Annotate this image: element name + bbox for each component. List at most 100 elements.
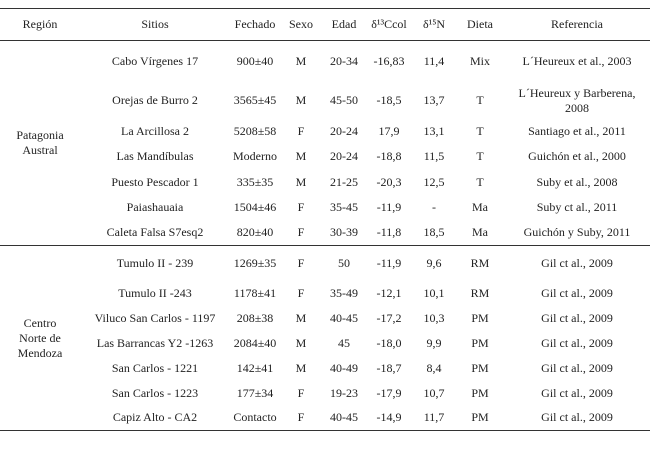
table-cell: -14,9 xyxy=(376,410,402,425)
table-row: Centro Norte de Mendoza Tumulo II - 239 12… xyxy=(0,246,650,360)
table-cell: 1504±46 xyxy=(233,200,277,214)
table-cell: - xyxy=(432,200,436,214)
table-cell: -11,9 xyxy=(376,255,402,270)
table-cell: Gil ct al., 2009 xyxy=(541,410,613,425)
table-cell: F xyxy=(297,255,305,270)
table-row: Las Mandíbulas Moderno M 20-24 -18,8 11,5 T Gui… xyxy=(0,144,650,170)
table-cell: Cabo Vírgenes 17 xyxy=(111,54,199,69)
table-cell: -11,8 xyxy=(376,224,402,239)
table-cell: Santiago et al., 2011 xyxy=(528,123,626,138)
table-cell: Viluco San Carlos - 1197 xyxy=(94,310,216,325)
table-row: Paiashauaia 1504±46 F 35-45 -11,9 - Ma Suby ct … xyxy=(0,196,650,220)
table-row: Caleta Falsa S7esq2 820±40 F 30-39 -11,8 18,5… xyxy=(0,220,650,246)
table-cell: 20-24 xyxy=(330,149,358,163)
table-cell: 35-45 xyxy=(330,200,358,214)
table-cell: Suby ct al., 2011 xyxy=(536,200,618,214)
table-cell: 11,7 xyxy=(423,410,445,425)
table-cell: 40-49 xyxy=(330,360,358,375)
table-cell: Capiz Alto - CA2 xyxy=(112,410,198,425)
table-cell: M xyxy=(295,149,307,163)
table-cell: San Carlos - 1223 xyxy=(111,385,199,400)
table-cell: 13,1 xyxy=(423,123,445,138)
table-cell: 335±35 xyxy=(236,175,274,189)
table-cell: Ma xyxy=(472,224,488,239)
table-cell: T xyxy=(476,93,484,107)
page: {"table": { "headers": ["Región", "Sitio… xyxy=(0,8,650,450)
table-cell: -17,9 xyxy=(376,385,402,400)
table-cell: 20-34 xyxy=(330,54,358,69)
table-cell: 13,7 xyxy=(423,93,445,107)
row-group: Patagonia Austral Cabo Vírgenes 17 900±40 M… xyxy=(0,41,650,246)
column-header: Fechado xyxy=(234,17,276,31)
table-cell: PM xyxy=(471,385,489,400)
table-cell: -18,8 xyxy=(376,149,402,163)
column-header: Sexo xyxy=(289,17,313,31)
table-cell: 8,4 xyxy=(426,360,442,375)
data-table: Región Sitios Fechado Sexo Edad δ¹³Ccol δ¹⁵N Di… xyxy=(0,8,650,431)
row-group: Centro Norte de Mendoza Tumulo II - 239 12… xyxy=(0,246,650,431)
table-cell: -16,83 xyxy=(373,54,405,69)
table-row: San Carlos - 1223 177±34 F 19-23 -17,9 10,7 PM… xyxy=(0,381,650,406)
table-cell: -12,1 xyxy=(376,285,402,300)
table-cell: Las Mandíbulas xyxy=(116,149,194,163)
table-cell: M xyxy=(295,93,307,107)
column-header: δ¹³Ccol xyxy=(371,17,407,31)
table-cell: 40-45 xyxy=(330,410,358,425)
table-cell: 21-25 xyxy=(330,175,358,189)
table-cell: L´Heureux y Barberena, 2008 xyxy=(518,85,636,115)
table-row: Viluco San Carlos - 1197 208±38 M 40-45 -17,… xyxy=(0,306,650,331)
table-cell: Ma xyxy=(472,200,488,214)
table-cell: PM xyxy=(471,310,489,325)
column-header: δ¹⁵N xyxy=(422,17,446,31)
table-row: Las Barrancas Y2 -1263 2084±40 M 45 -18,0 9,9… xyxy=(0,331,650,356)
table-cell: 50 xyxy=(338,255,350,270)
table-cell: Gil ct al., 2009 xyxy=(541,285,613,300)
table-cell: F xyxy=(297,123,305,138)
table-cell: Suby et al., 2008 xyxy=(536,175,618,189)
table-cell: PM xyxy=(471,410,489,425)
table-cell: 208±38 xyxy=(236,310,274,325)
table-cell: 820±40 xyxy=(236,224,274,239)
table-cell: T xyxy=(476,175,484,189)
table-cell: 900±40 xyxy=(236,54,274,69)
table-cell: 9,6 xyxy=(426,255,442,270)
table-cell: F xyxy=(297,200,305,214)
table-cell: M xyxy=(295,175,307,189)
table-cell: Tumulo II - 239 xyxy=(116,255,194,270)
table-cell: PM xyxy=(471,335,489,350)
table-cell: San Carlos - 1221 xyxy=(111,360,199,375)
table-cell: 45 xyxy=(338,335,350,350)
table-cell: 11,5 xyxy=(423,149,445,163)
table-cell: 142±41 xyxy=(236,360,274,375)
table-cell: M xyxy=(295,54,307,69)
column-header: Referencia xyxy=(551,17,603,31)
table-cell: 19-23 xyxy=(330,385,358,400)
table-row: Patagonia Austral Cabo Vírgenes 17 900±40 M… xyxy=(0,41,650,157)
column-header: Edad xyxy=(331,17,357,31)
table-cell: -17,2 xyxy=(376,310,402,325)
table-cell: Guichón et al., 2000 xyxy=(528,149,626,163)
table-cell: Gil ct al., 2009 xyxy=(541,385,613,400)
table-cell: 10,1 xyxy=(423,285,445,300)
table-cell: Gil ct al., 2009 xyxy=(541,255,613,270)
region-cell: Patagonia Austral xyxy=(0,41,80,246)
region-cell: Centro Norte de Mendoza xyxy=(0,246,80,431)
table-cell: F xyxy=(297,285,305,300)
table-cell: 2084±40 xyxy=(233,335,277,350)
table-cell: T xyxy=(476,149,484,163)
table-cell: 5208±58 xyxy=(233,123,277,138)
table-cell: -18,0 xyxy=(376,335,402,350)
table-cell: Gil ct al., 2009 xyxy=(541,310,613,325)
table-cell: RM xyxy=(470,255,490,270)
table-cell: PM xyxy=(471,360,489,375)
table-cell: 177±34 xyxy=(236,385,274,400)
table-cell: Tumulo II -243 xyxy=(118,285,192,300)
table-cell: F xyxy=(297,385,305,400)
table-cell: RM xyxy=(470,285,490,300)
table-cell: T xyxy=(476,123,484,138)
table-cell: 20-24 xyxy=(330,123,358,138)
table-cell: L´Heureux et al., 2003 xyxy=(522,54,632,69)
table-cell: M xyxy=(295,360,307,375)
column-header: Región xyxy=(22,17,58,31)
table-cell: Guichón y Suby, 2011 xyxy=(523,224,631,239)
